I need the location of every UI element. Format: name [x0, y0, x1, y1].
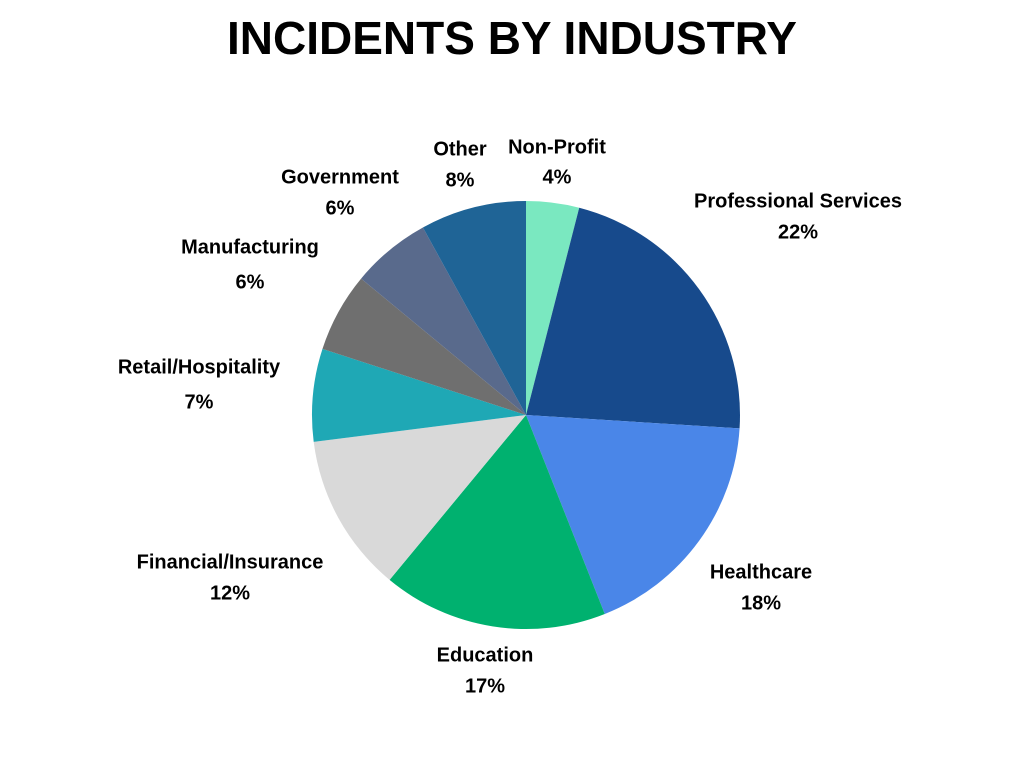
slice-value-label: 22% — [778, 221, 818, 243]
pie-slice — [361, 227, 526, 415]
slice-label: Education — [437, 644, 534, 666]
slice-value-label: 6% — [326, 197, 355, 219]
pie-slice — [526, 201, 580, 415]
pie-slice — [526, 415, 740, 614]
pie-slice — [526, 207, 740, 429]
slice-label: Non-Profit — [508, 136, 606, 158]
pie-slice — [422, 201, 526, 415]
slice-label: Government — [281, 166, 399, 188]
slice-value-label: 18% — [741, 592, 781, 614]
pie-slice — [313, 415, 526, 580]
slice-label: Other — [433, 138, 487, 160]
slice-value-label: 6% — [236, 271, 265, 293]
slice-value-label: 8% — [446, 169, 475, 191]
slice-value-label: 4% — [543, 166, 572, 188]
chart-title: INCIDENTS BY INDUSTRY — [227, 12, 797, 64]
slice-label: Professional Services — [694, 190, 902, 212]
pie-slice — [322, 278, 526, 415]
slice-label: Manufacturing — [181, 236, 319, 258]
slice-label: Financial/Insurance — [137, 551, 324, 573]
slice-label: Healthcare — [710, 561, 812, 583]
slice-value-label: 17% — [465, 675, 505, 697]
slice-label: Retail/Hospitality — [118, 356, 281, 378]
pie-slice — [312, 348, 526, 442]
slice-value-label: 12% — [210, 582, 250, 604]
slice-value-label: 7% — [185, 391, 214, 413]
pie-slice — [389, 415, 605, 630]
